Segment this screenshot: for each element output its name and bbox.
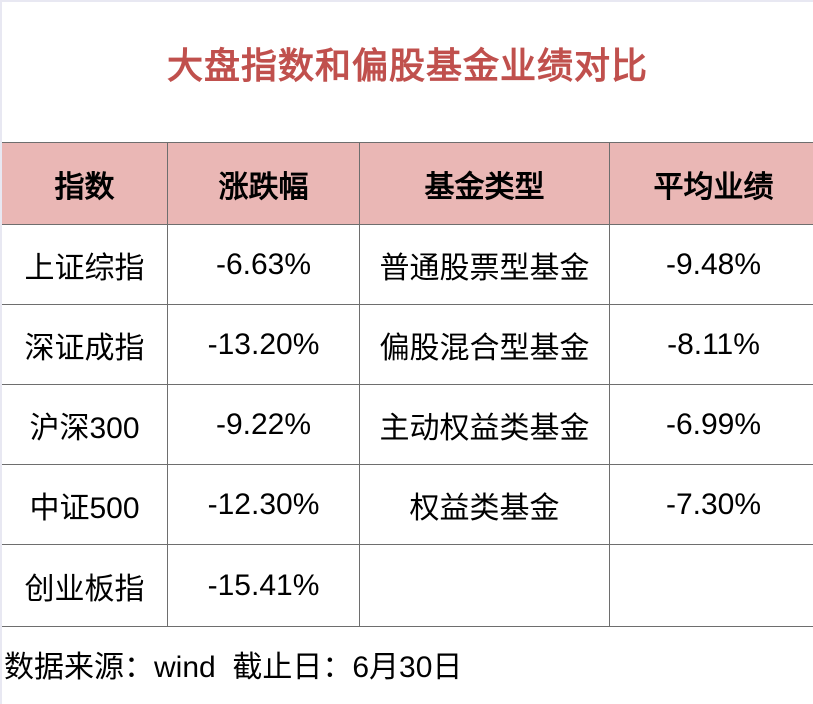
cell-index-name: 上证综指	[2, 224, 168, 305]
cell-index-change: -9.22%	[167, 384, 360, 465]
cell-fund-type	[359, 544, 610, 627]
col-header-index: 指数	[2, 142, 168, 225]
cell-index-name: 中证500	[2, 464, 168, 545]
table-row: 深证成指 -13.20% 偏股混合型基金 -8.11%	[2, 304, 813, 385]
table-header-row: 指数 涨跌幅 基金类型 平均业绩	[2, 142, 813, 225]
table-row: 沪深300 -9.22% 主动权益类基金 -6.99%	[2, 384, 813, 465]
cell-fund-type: 主动权益类基金	[359, 384, 610, 465]
table-row: 创业板指 -15.41%	[2, 544, 813, 627]
cell-index-change: -15.41%	[167, 544, 360, 627]
cell-index-change: -12.30%	[167, 464, 360, 545]
cell-fund-type: 权益类基金	[359, 464, 610, 545]
cell-fund-performance: -7.30%	[609, 464, 813, 545]
cell-fund-type: 普通股票型基金	[359, 224, 610, 305]
cell-fund-performance: -9.48%	[609, 224, 813, 305]
cell-index-name: 创业板指	[2, 544, 168, 627]
cell-index-change: -13.20%	[167, 304, 360, 385]
col-header-fund-type: 基金类型	[359, 142, 610, 225]
cell-index-change: -6.63%	[167, 224, 360, 305]
cell-index-name: 沪深300	[2, 384, 168, 465]
source-note: 数据来源：wind 截止日：6月30日	[4, 651, 463, 684]
cell-fund-performance: -6.99%	[609, 384, 813, 465]
col-header-change: 涨跌幅	[167, 142, 360, 225]
table-row: 上证综指 -6.63% 普通股票型基金 -9.48%	[2, 224, 813, 305]
page-title: 大盘指数和偏股基金业绩对比	[166, 45, 648, 86]
cell-fund-type: 偏股混合型基金	[359, 304, 610, 385]
cell-fund-performance	[609, 544, 813, 627]
index-fund-performance-table: 指数 涨跌幅 基金类型 平均业绩 上证综指 -6.63% 普通股票型基金 -9.…	[2, 142, 813, 627]
cell-index-name: 深证成指	[2, 304, 168, 385]
cell-fund-performance: -8.11%	[609, 304, 813, 385]
table-row: 中证500 -12.30% 权益类基金 -7.30%	[2, 464, 813, 545]
col-header-avg-performance: 平均业绩	[609, 142, 813, 225]
